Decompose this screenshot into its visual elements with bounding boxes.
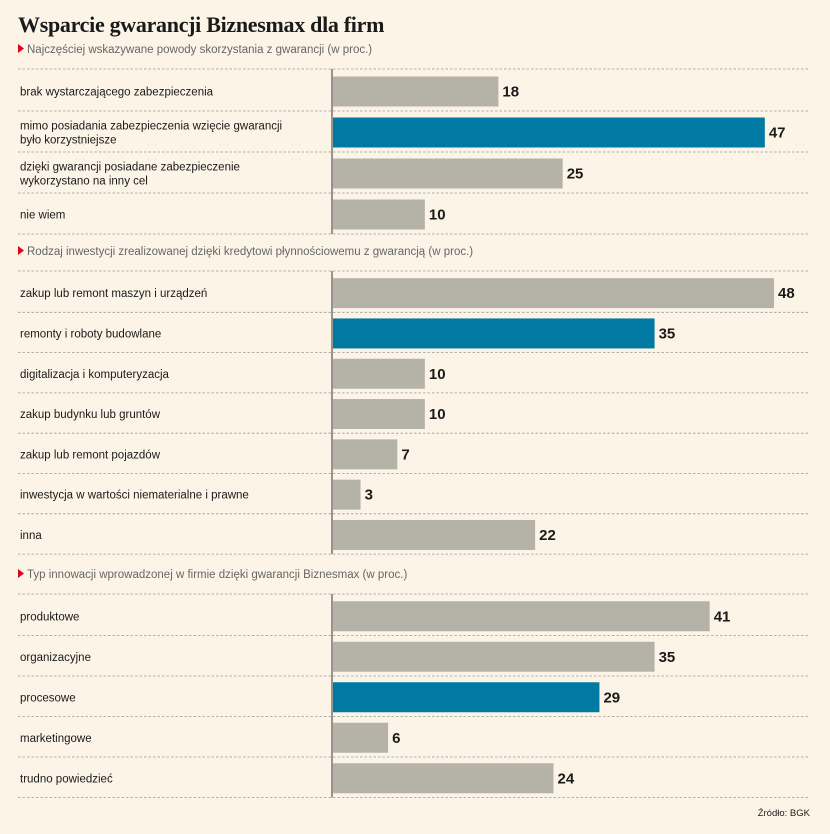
bar xyxy=(333,158,563,189)
bar xyxy=(333,682,600,713)
value-label: 35 xyxy=(659,325,676,342)
category-label: produktowe xyxy=(20,611,79,623)
value-label: 48 xyxy=(778,285,795,302)
category-label: zakup budynku lub gruntów xyxy=(20,409,161,421)
chart-title: Wsparcie gwarancji Biznesmax dla firm xyxy=(18,12,385,37)
bar xyxy=(333,763,554,794)
category-label: organizacyjne xyxy=(20,652,91,664)
value-label: 29 xyxy=(603,689,620,706)
category-label: zakup lub remont maszyn i urządzeń xyxy=(20,288,207,300)
value-label: 24 xyxy=(558,770,575,787)
category-label: marketingowe xyxy=(20,733,92,745)
value-label: 10 xyxy=(429,406,446,423)
bar xyxy=(333,519,536,550)
value-label: 3 xyxy=(365,487,373,504)
category-label: procesowe xyxy=(20,692,76,704)
section-marker-icon xyxy=(18,246,24,255)
value-label: 7 xyxy=(401,446,409,463)
section-marker-icon xyxy=(18,44,24,53)
category-label: brak wystarczającego zabezpieczenia xyxy=(20,87,214,99)
section-title: Rodzaj inwestycji zrealizowanej dzięki k… xyxy=(27,246,473,258)
bar xyxy=(333,641,655,672)
bar xyxy=(333,76,499,107)
value-label: 22 xyxy=(539,527,556,544)
bar xyxy=(333,117,765,148)
bar xyxy=(333,318,655,349)
section-title: Typ innowacji wprowadzonej w firmie dzię… xyxy=(27,569,407,581)
source-note: Źródło: BGK xyxy=(757,808,810,819)
bar xyxy=(333,358,425,389)
bar xyxy=(333,479,361,510)
category-label: inna xyxy=(20,530,42,542)
value-label: 35 xyxy=(659,649,676,666)
bar xyxy=(333,601,710,632)
bar xyxy=(333,439,398,470)
section-marker-icon xyxy=(18,569,24,578)
category-label: digitalizacja i komputeryzacja xyxy=(20,369,170,381)
value-label: 10 xyxy=(429,207,446,224)
category-label: remonty i roboty budowlane xyxy=(20,328,161,340)
value-label: 41 xyxy=(714,608,731,625)
bar xyxy=(333,199,425,230)
category-label: nie wiem xyxy=(20,210,65,222)
category-label: dzięki gwarancji posiadane zabezpieczeni… xyxy=(19,162,240,188)
value-label: 6 xyxy=(392,730,400,747)
category-label: inwestycja w wartości niematerialne i pr… xyxy=(20,490,249,502)
bar xyxy=(333,278,774,309)
category-label: trudno powiedzieć xyxy=(20,773,113,785)
category-label: mimo posiadania zabezpieczenia wzięcie g… xyxy=(20,121,282,147)
value-label: 10 xyxy=(429,366,446,383)
bar xyxy=(333,399,425,430)
value-label: 25 xyxy=(567,166,584,183)
bar xyxy=(333,722,389,753)
value-label: 47 xyxy=(769,125,786,142)
value-label: 18 xyxy=(502,84,519,101)
category-label: zakup lub remont pojazdów xyxy=(20,449,161,461)
section-title: Najczęściej wskazywane powody skorzystan… xyxy=(27,44,372,56)
